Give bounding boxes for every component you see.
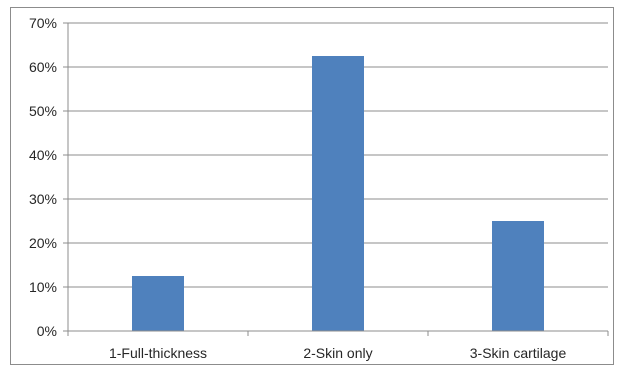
x-category-label: 2-Skin only [303, 345, 372, 361]
x-category-label: 1-Full-thickness [109, 345, 207, 361]
y-axis-tick-labels: 0% 10% 20% 30% 40% 50% 60% 70% [29, 15, 57, 339]
y-tick-label: 10% [29, 279, 57, 295]
x-axis-category-labels: 1-Full-thickness 2-Skin only 3-Skin cartil… [109, 345, 566, 361]
x-axis [63, 22, 609, 336]
y-tick-label: 50% [29, 103, 57, 119]
y-tick-label: 40% [29, 147, 57, 163]
y-tick-label: 70% [29, 15, 57, 31]
y-tick-label: 20% [29, 235, 57, 251]
y-tick-label: 30% [29, 191, 57, 207]
y-tick-label: 60% [29, 59, 57, 75]
y-tick-label: 0% [37, 323, 57, 339]
bar-1 [132, 276, 184, 331]
bar-2 [312, 56, 364, 331]
x-category-label: 3-Skin cartilage [470, 345, 567, 361]
bars [132, 56, 544, 331]
bar-3 [492, 221, 544, 331]
